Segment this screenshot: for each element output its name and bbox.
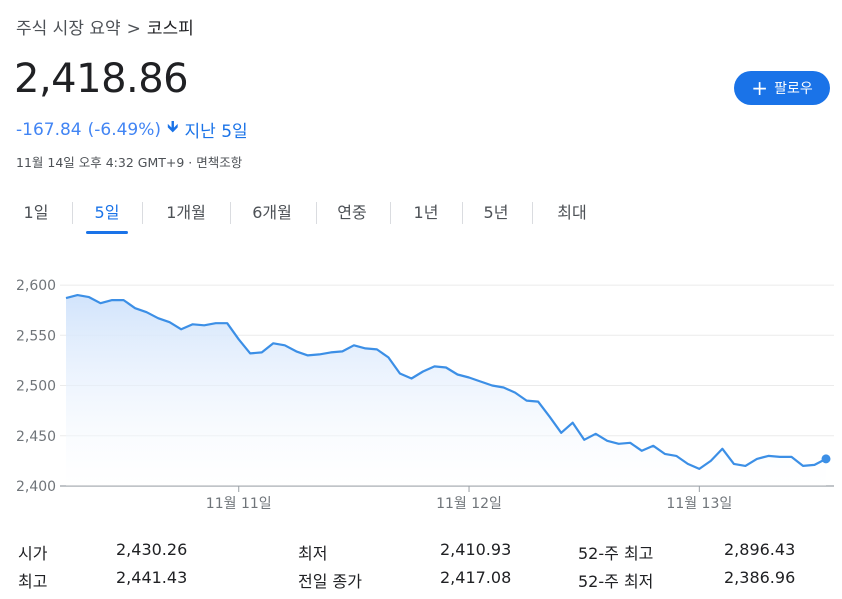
stat-label-high: 최고	[18, 572, 48, 591]
range-tabs: 1일 5일 1개월 6개월 연중 1년 5년 최대	[0, 194, 842, 234]
breadcrumb-parent-link[interactable]: 주식 시장 요약	[16, 19, 121, 39]
stat-value-high: 2,441.43	[116, 568, 188, 587]
breadcrumb-separator: >	[126, 19, 141, 39]
stat-label-52w-low: 52-주 최저	[578, 572, 654, 591]
tab-max[interactable]: 최대	[557, 203, 587, 222]
y-tick-label: 2,400	[16, 479, 56, 495]
tab-divider	[142, 202, 143, 224]
stat-value-52w-high: 2,896.43	[724, 540, 796, 559]
y-tick-label: 2,500	[16, 379, 56, 395]
y-tick-label: 2,450	[16, 429, 56, 445]
y-tick-label: 2,550	[16, 328, 56, 344]
tab-5d[interactable]: 5일	[86, 194, 128, 234]
price-chart[interactable]: 2,400 2,450 2,500 2,550 2,600 11월 11일 11월 12일…	[0, 262, 842, 522]
chart-last-point	[821, 454, 831, 464]
breadcrumb: 주식 시장 요약 > 코스피	[16, 14, 194, 39]
breadcrumb-current: 코스피	[146, 19, 194, 39]
y-tick-label: 2,600	[16, 278, 56, 294]
tab-divider	[72, 202, 73, 224]
stat-value-low: 2,410.93	[440, 540, 512, 559]
follow-button-label: 팔로우	[774, 81, 813, 97]
stat-label-open: 시가	[18, 544, 48, 563]
x-tick-label: 11월 13일	[666, 496, 732, 512]
index-price: 2,418.86	[14, 56, 189, 102]
stat-value-52w-low: 2,386.96	[724, 568, 796, 587]
stat-value-open: 2,430.26	[116, 540, 188, 559]
tab-divider	[390, 202, 391, 224]
change-period: 지난 5일	[184, 122, 248, 142]
tab-divider	[316, 202, 317, 224]
timestamp-disclaimer: 11월 14일 오후 4:32 GMT+9 · 면책조항	[16, 155, 243, 170]
stat-label-prev-close: 전일 종가	[298, 572, 362, 591]
arrow-down-icon: 🡻	[167, 117, 179, 136]
tab-ytd[interactable]: 연중	[337, 203, 367, 222]
stat-value-prev-close: 2,417.08	[440, 568, 512, 587]
tab-1d[interactable]: 1일	[23, 203, 49, 222]
stat-label-low: 최저	[298, 544, 328, 563]
x-tick-label: 11월 12일	[436, 496, 502, 512]
tab-divider	[532, 202, 533, 224]
tab-divider	[462, 202, 463, 224]
chart-area-fill	[66, 295, 826, 486]
tab-5y[interactable]: 5년	[483, 203, 509, 222]
price-change: -167.84 (-6.49%) 🡻 지난 5일	[16, 116, 248, 143]
tab-6m[interactable]: 6개월	[252, 203, 292, 222]
plus-icon: +	[751, 76, 769, 100]
stat-label-52w-high: 52-주 최고	[578, 544, 654, 563]
change-percent: (-6.49%)	[87, 119, 162, 140]
chart-price-line	[65, 294, 827, 470]
follow-button[interactable]: + 팔로우	[734, 71, 830, 105]
change-amount: -167.84	[16, 119, 82, 140]
tab-divider	[230, 202, 231, 224]
x-tick-label: 11월 11일	[206, 496, 272, 512]
tab-1m[interactable]: 1개월	[166, 203, 206, 222]
tab-1y[interactable]: 1년	[413, 203, 439, 222]
